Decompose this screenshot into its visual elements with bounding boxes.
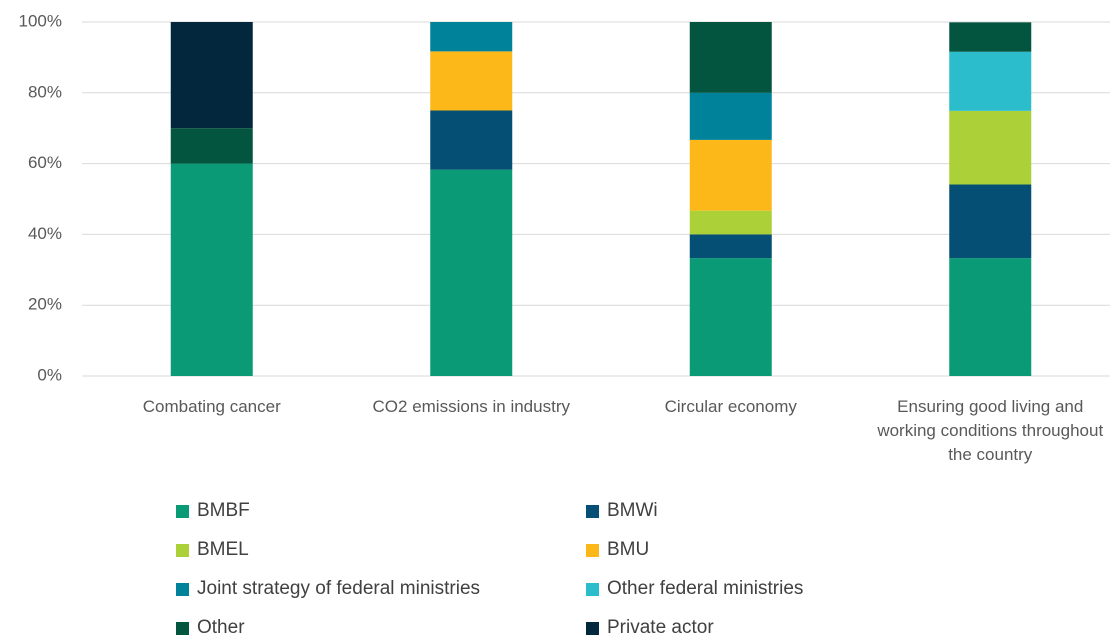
legend-item: BMWi [586, 500, 658, 522]
bar-segment [170, 22, 253, 129]
bar-segment [949, 258, 1032, 376]
bar-segment [170, 163, 253, 376]
legend-swatch [176, 621, 189, 635]
legend-label: BMBF [197, 500, 250, 521]
bar-segment [430, 110, 513, 170]
legend-item: BMBF [176, 500, 250, 522]
legend-swatch [176, 543, 189, 557]
legend-item: Other [176, 617, 245, 637]
legend-swatch [586, 621, 599, 635]
y-tick-label: 20% [28, 295, 62, 314]
bar-segment [689, 22, 772, 93]
x-tick-label: Ensuring good living and working conditi… [877, 397, 1104, 464]
legend-item: BMEL [176, 539, 249, 561]
legend-swatch [586, 543, 599, 557]
bar-segment [170, 128, 253, 164]
legend-label: BMU [607, 539, 650, 560]
legend-item: Private actor [586, 617, 714, 637]
legend-swatch [586, 582, 599, 596]
legend-swatch [176, 582, 189, 596]
x-tick-label: Circular economy [664, 397, 797, 416]
bar-segment [689, 92, 772, 140]
y-tick-label: 40% [28, 224, 62, 243]
legend-swatch [586, 504, 599, 518]
bar-segment [689, 234, 772, 259]
y-tick-label: 0% [37, 365, 62, 384]
y-tick-label: 100% [19, 11, 62, 30]
legend-label: BMEL [197, 539, 249, 560]
bar-segment [689, 258, 772, 376]
legend-swatch [176, 504, 189, 518]
x-tick-label: CO2 emissions in industry [372, 397, 570, 416]
legend-label: BMWi [607, 500, 658, 521]
bar-segment [949, 22, 1032, 52]
bar-segment [949, 110, 1032, 185]
y-tick-label: 80% [28, 82, 62, 101]
bar-segment [430, 22, 513, 52]
bar-segment [949, 51, 1032, 111]
legend-item: Other federal ministries [586, 578, 803, 600]
legend-label: Other [197, 617, 245, 637]
legend-label: Private actor [607, 617, 714, 637]
legend-item: Joint strategy of federal ministries [176, 578, 480, 600]
y-tick-label: 60% [28, 153, 62, 172]
bar-segment [689, 210, 772, 235]
x-tick-label: Combating cancer [142, 397, 281, 416]
legend-item: BMU [586, 539, 649, 561]
bar-segment [430, 169, 513, 376]
legend-label: Other federal ministries [607, 578, 804, 599]
bar-segment [949, 184, 1032, 259]
legend-label: Joint strategy of federal ministries [197, 578, 481, 599]
bar-segment [430, 51, 513, 111]
bar-segment [689, 139, 772, 211]
